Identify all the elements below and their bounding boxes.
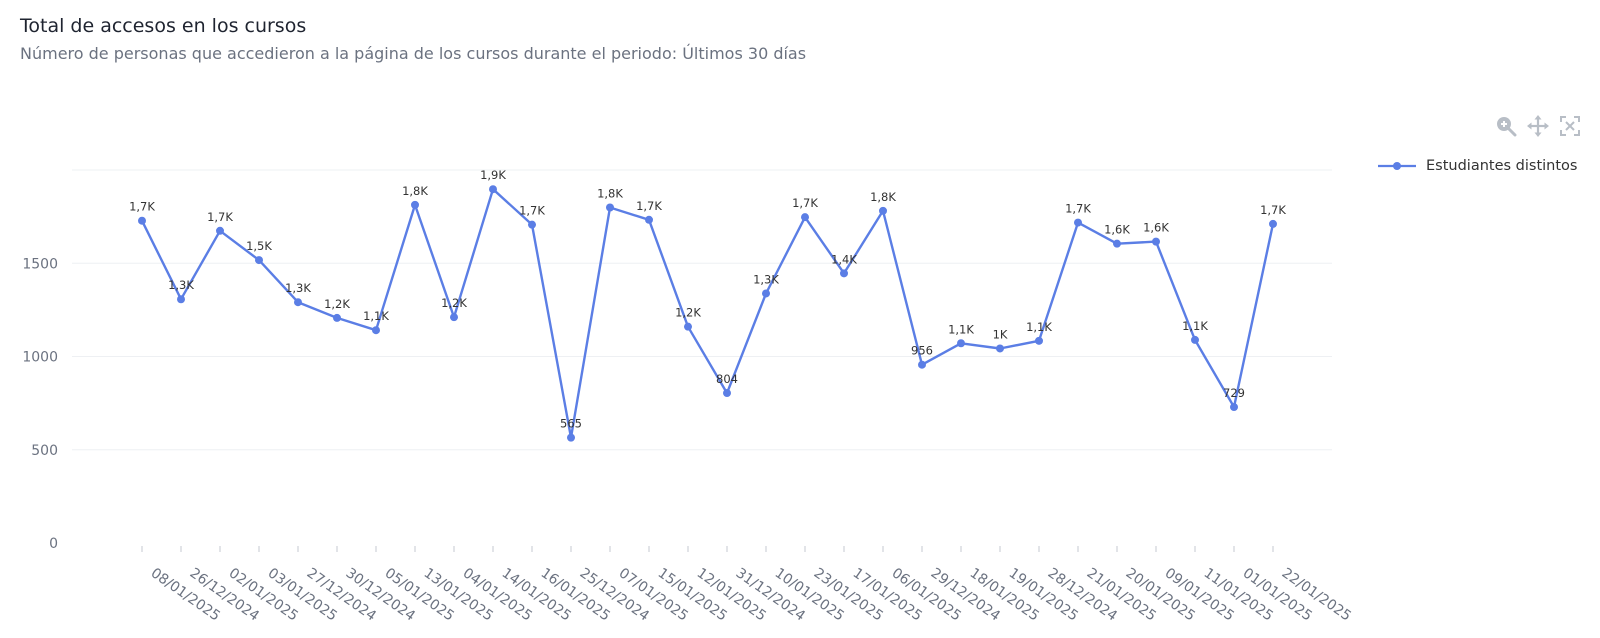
data-label: 1,7K bbox=[636, 199, 662, 213]
zoom-button[interactable] bbox=[1494, 114, 1518, 138]
data-point bbox=[801, 213, 809, 222]
reset-zoom-icon bbox=[1560, 116, 1580, 136]
data-label: 1,2K bbox=[675, 306, 701, 320]
data-label: 729 bbox=[1223, 386, 1245, 400]
data-point bbox=[450, 313, 458, 322]
data-label: 1,1K bbox=[948, 322, 974, 336]
data-label: 1,6K bbox=[1104, 223, 1130, 237]
data-label: 1,7K bbox=[1260, 203, 1286, 217]
data-label: 1,3K bbox=[168, 278, 194, 292]
data-point bbox=[138, 216, 146, 225]
data-label: 1,7K bbox=[129, 200, 155, 214]
data-point bbox=[528, 220, 536, 229]
data-point bbox=[840, 269, 848, 278]
data-point bbox=[294, 298, 302, 307]
data-label: 1,6K bbox=[1143, 221, 1169, 235]
data-label: 1,2K bbox=[441, 296, 467, 310]
reset-zoom-button[interactable] bbox=[1558, 114, 1582, 138]
data-point bbox=[918, 360, 926, 369]
y-tick-label: 1000 bbox=[22, 350, 58, 366]
data-label: 1,3K bbox=[753, 272, 779, 286]
data-label: 1,7K bbox=[519, 204, 545, 218]
data-label: 1,2K bbox=[324, 297, 350, 311]
y-tick-label: 500 bbox=[31, 443, 58, 459]
legend-marker bbox=[1378, 162, 1416, 170]
data-label: 1,5K bbox=[246, 239, 272, 253]
data-point bbox=[879, 206, 887, 215]
data-point bbox=[177, 295, 185, 304]
chart-subtitle: Número de personas que accedieron a la p… bbox=[20, 44, 807, 63]
pan-icon bbox=[1527, 115, 1549, 137]
data-label: 1,8K bbox=[597, 186, 623, 200]
data-label: 1,1K bbox=[1182, 319, 1208, 333]
pan-button[interactable] bbox=[1526, 114, 1550, 138]
chart-title: Total de accesos en los cursos bbox=[20, 15, 307, 37]
data-label: 1,8K bbox=[870, 190, 896, 204]
legend-label: Estudiantes distintos bbox=[1426, 158, 1578, 174]
data-point bbox=[684, 322, 692, 331]
data-point bbox=[489, 185, 497, 194]
data-point bbox=[1074, 218, 1082, 227]
data-label: 565 bbox=[560, 417, 582, 431]
data-point bbox=[1152, 237, 1160, 246]
data-label: 956 bbox=[911, 344, 933, 358]
data-point bbox=[411, 200, 419, 209]
data-point bbox=[957, 339, 965, 348]
data-point bbox=[606, 203, 614, 212]
data-label: 1,9K bbox=[480, 168, 506, 182]
data-point bbox=[762, 289, 770, 298]
data-label: 804 bbox=[716, 372, 738, 386]
series-line bbox=[140, 187, 1275, 439]
data-point bbox=[372, 326, 380, 335]
data-point bbox=[216, 226, 224, 235]
data-label: 1,8K bbox=[402, 184, 428, 198]
data-point bbox=[333, 313, 341, 322]
data-label: 1,7K bbox=[207, 210, 233, 224]
data-point bbox=[996, 344, 1004, 353]
data-point bbox=[255, 256, 263, 265]
chart-toolbar bbox=[1494, 114, 1582, 138]
legend-item-estudiantes[interactable]: Estudiantes distintos bbox=[1378, 158, 1577, 174]
chart-header: Total de accesos en los cursos Número de… bbox=[20, 12, 806, 68]
data-point bbox=[645, 215, 653, 224]
data-point bbox=[1230, 403, 1238, 412]
data-label: 1,7K bbox=[792, 196, 818, 210]
y-tick-label: 0 bbox=[49, 536, 58, 552]
data-label: 1K bbox=[993, 327, 1008, 341]
data-label: 1,7K bbox=[1065, 202, 1091, 216]
data-point bbox=[1113, 239, 1121, 248]
zoom-icon bbox=[1497, 117, 1517, 137]
data-label: 1,3K bbox=[285, 281, 311, 295]
data-label: 1,4K bbox=[831, 252, 857, 266]
y-tick-label: 1500 bbox=[22, 256, 58, 272]
data-point bbox=[1035, 336, 1043, 345]
data-label: 1,1K bbox=[1026, 320, 1052, 334]
data-point bbox=[1269, 219, 1277, 228]
data-point bbox=[567, 433, 575, 442]
data-label: 1,1K bbox=[363, 309, 389, 323]
data-point bbox=[1191, 335, 1199, 344]
data-point bbox=[723, 389, 731, 398]
